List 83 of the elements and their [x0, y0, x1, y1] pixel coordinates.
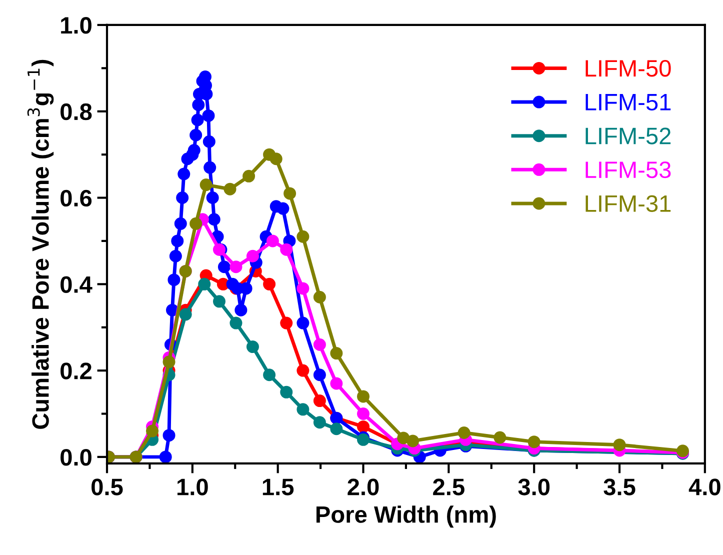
legend-label: LIFM-31 [586, 195, 671, 212]
x-axis-title: Pore Width (nm) [316, 506, 496, 528]
x-tick-label: 1.0 [178, 478, 208, 496]
point [313, 290, 326, 304]
y-tick-label: 0.0 [60, 449, 92, 466]
point [266, 234, 279, 248]
y-tick-label: 0.6 [60, 190, 92, 207]
point [159, 450, 172, 464]
legend-label: LIFM-50 [586, 60, 671, 77]
x-tick-label: 2.5 [433, 478, 464, 496]
y-axis-title: Cumlative Pore Volume (cm$^{3}$g$^{−1}$) [27, 60, 54, 429]
point [406, 434, 420, 448]
point [218, 260, 230, 274]
point [190, 128, 202, 142]
point [230, 316, 242, 330]
point [313, 394, 326, 408]
point [169, 250, 182, 262]
point [208, 213, 220, 226]
point [162, 429, 176, 442]
x-tick-label: 1.5 [262, 478, 294, 496]
x-tick-label: 0.5 [92, 478, 123, 496]
point [296, 282, 310, 295]
point [296, 230, 310, 243]
point [188, 144, 200, 156]
point [171, 234, 184, 248]
point [202, 109, 215, 122]
point [242, 170, 256, 182]
point [276, 202, 290, 215]
point [178, 168, 190, 180]
point [200, 178, 212, 192]
point [263, 278, 276, 290]
point [313, 368, 326, 382]
x-tick-label: 3.5 [604, 478, 636, 496]
point [234, 304, 248, 316]
point [330, 347, 343, 360]
legend-label: LIFM-53 [586, 161, 671, 178]
point [230, 260, 242, 274]
point [284, 187, 296, 200]
point [206, 192, 219, 204]
point [494, 431, 506, 444]
point [313, 416, 326, 429]
point [176, 192, 189, 204]
point [224, 182, 236, 196]
point [191, 114, 204, 126]
point [330, 422, 343, 436]
point [168, 274, 180, 286]
point [162, 356, 176, 368]
point [146, 424, 159, 438]
point [190, 217, 202, 230]
point [212, 295, 226, 308]
point [179, 308, 192, 321]
point [280, 316, 293, 330]
point [458, 426, 470, 440]
point [280, 386, 293, 398]
point [313, 338, 326, 351]
point [296, 364, 310, 377]
point [296, 403, 310, 416]
point [613, 438, 626, 452]
x-tick-label: 3.0 [518, 478, 550, 496]
y-tick-label: 0.2 [60, 362, 92, 380]
point [357, 420, 370, 433]
point [174, 217, 187, 230]
legend-label: LIFM-52 [586, 128, 671, 144]
point [204, 161, 216, 174]
point [330, 377, 343, 390]
point [202, 135, 216, 148]
x-tick-label: 2.0 [348, 478, 379, 496]
y-tick-label: 0.4 [60, 276, 92, 293]
point [263, 368, 276, 382]
point [246, 250, 259, 262]
y-tick-label: 0.8 [60, 103, 92, 120]
point [357, 408, 370, 420]
point [270, 152, 282, 166]
x-tick-label: 4.0 [688, 478, 720, 496]
legend-label: LIFM-51 [586, 94, 671, 111]
point [198, 278, 211, 290]
point [246, 340, 259, 354]
point [357, 390, 370, 403]
point [192, 98, 205, 112]
point [280, 243, 293, 256]
point [296, 316, 310, 330]
point [528, 436, 540, 448]
y-tick-label: 1.0 [61, 17, 92, 34]
